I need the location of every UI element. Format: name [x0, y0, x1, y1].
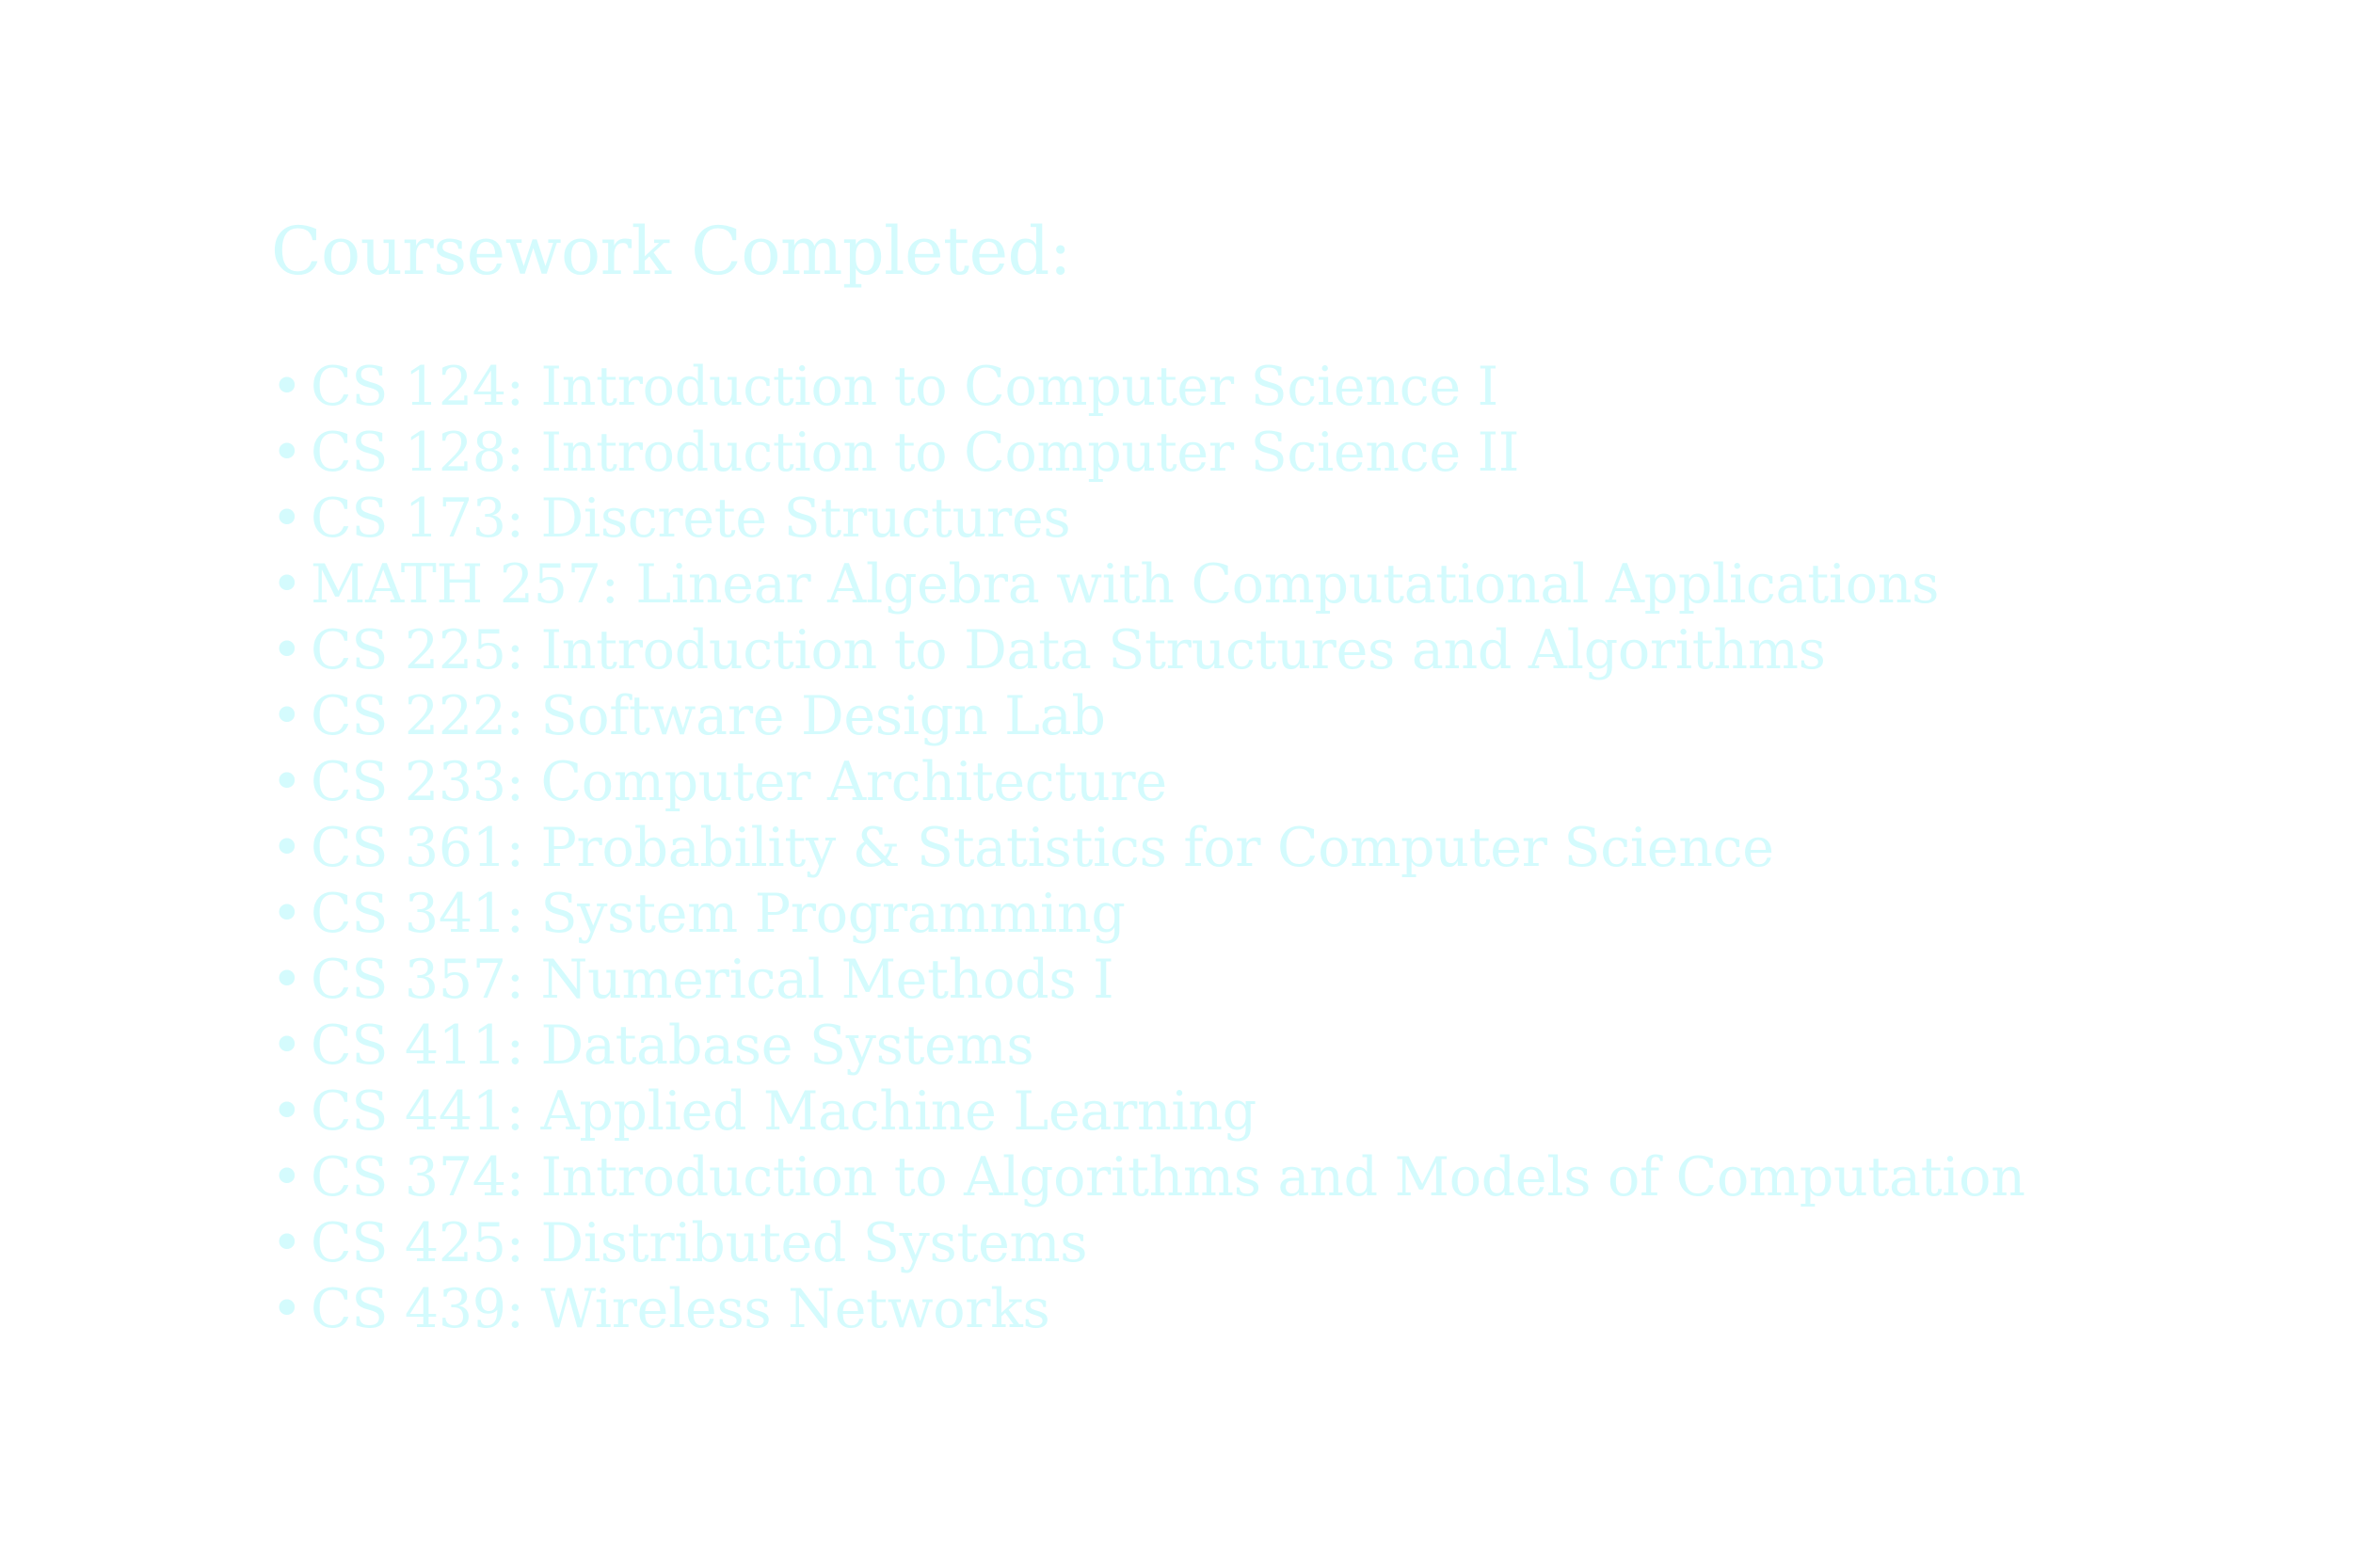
bullet-icon: • — [271, 1015, 303, 1077]
course-label: CS 425: Distributed Systems — [311, 1212, 1088, 1274]
bullet-icon: • — [271, 422, 303, 484]
course-item: • CS 425: Distributed Systems — [271, 1210, 2153, 1276]
bullet-icon: • — [271, 1146, 303, 1208]
course-label: CS 441: Applied Machine Learning — [311, 1080, 1257, 1143]
bullet-icon: • — [271, 1212, 303, 1274]
bullet-icon: • — [271, 356, 303, 418]
course-label: CS 124: Introduction to Computer Science… — [311, 356, 1498, 418]
coursework-section: Coursework Completed: • CS 124: Introduct… — [271, 209, 2153, 1342]
course-item: • CS 441: Applied Machine Learning — [271, 1079, 2153, 1144]
course-item: • CS 173: Discrete Structures — [271, 486, 2153, 552]
course-item: • CS 374: Introduction to Algorithms and … — [271, 1144, 2153, 1210]
coursework-heading: Coursework Completed: — [271, 213, 1071, 290]
course-item: • CS 357: Numerical Methods I — [271, 947, 2153, 1013]
course-label: CS 233: Computer Architecture — [311, 751, 1167, 813]
course-item: • CS 225: Introduction to Data Structures… — [271, 617, 2153, 683]
course-item: • CS 222: Software Design Lab — [271, 683, 2153, 749]
course-label: CS 341: System Programming — [311, 883, 1126, 945]
course-label: CS 357: Numerical Methods I — [311, 949, 1114, 1011]
course-label: CS 361: Probability & Statistics for Com… — [311, 817, 1774, 879]
course-label: CS 411: Database Systems — [311, 1015, 1034, 1077]
bullet-icon: • — [271, 1080, 303, 1143]
course-item: • CS 361: Probability & Statistics for Co… — [271, 815, 2153, 881]
bullet-icon: • — [271, 751, 303, 813]
bullet-icon: • — [271, 949, 303, 1011]
course-label: CS 374: Introduction to Algorithms and M… — [311, 1146, 2025, 1208]
course-label: CS 222: Software Design Lab — [311, 685, 1106, 747]
course-item: • CS 124: Introduction to Computer Scienc… — [271, 354, 2153, 420]
course-label: CS 439: Wireless Networks — [311, 1278, 1050, 1340]
course-label: CS 225: Introduction to Data Structures … — [311, 619, 1826, 681]
course-item: • CS 411: Database Systems — [271, 1013, 2153, 1079]
bullet-icon: • — [271, 883, 303, 945]
bullet-icon: • — [271, 488, 303, 550]
bullet-icon: • — [271, 1278, 303, 1340]
course-item: • CS 128: Introduction to Computer Scienc… — [271, 420, 2153, 486]
bullet-icon: • — [271, 619, 303, 681]
bullet-icon: • — [271, 553, 303, 616]
course-label: CS 173: Discrete Structures — [311, 488, 1071, 550]
course-label: MATH 257: Linear Algebra with Computatio… — [311, 553, 1940, 616]
course-list: • CS 124: Introduction to Computer Scienc… — [271, 354, 2153, 1342]
bullet-icon: • — [271, 685, 303, 747]
course-item: • CS 341: System Programming — [271, 881, 2153, 947]
course-item: • CS 439: Wireless Networks — [271, 1276, 2153, 1342]
course-item: • CS 233: Computer Architecture — [271, 749, 2153, 815]
course-label: CS 128: Introduction to Computer Science… — [311, 422, 1520, 484]
bullet-icon: • — [271, 817, 303, 879]
course-item: • MATH 257: Linear Algebra with Computati… — [271, 552, 2153, 617]
